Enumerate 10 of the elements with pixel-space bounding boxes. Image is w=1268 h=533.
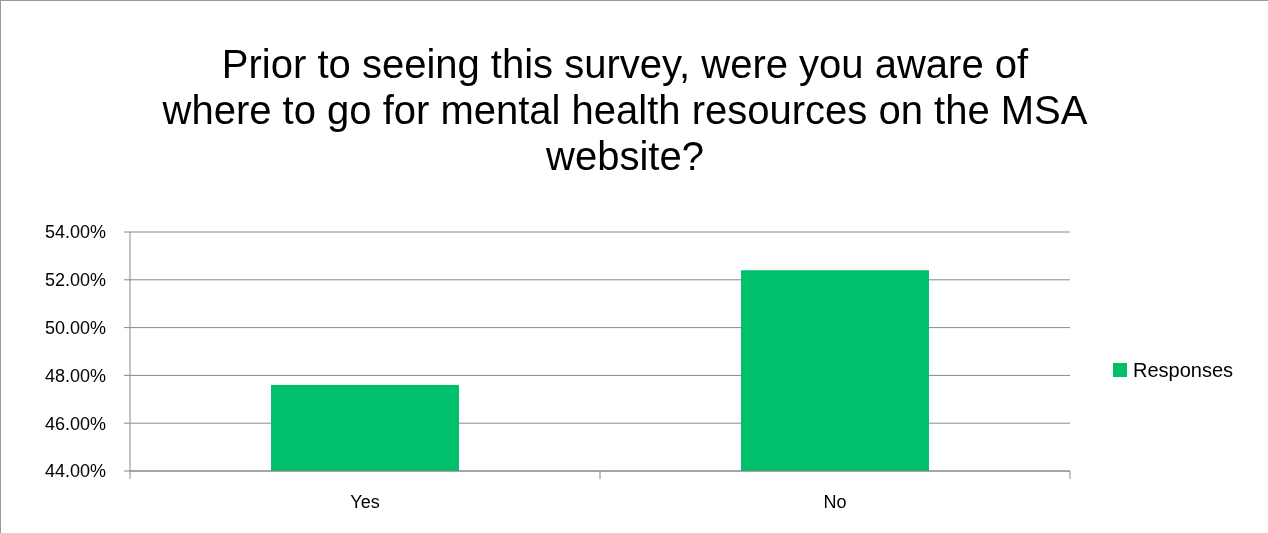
y-tick-label: 50.00% xyxy=(44,317,106,338)
chart-title: Prior to seeing this survey, were you aware of where to go for mental health resources on the MSA website? xyxy=(161,42,1088,178)
y-tick-label: 46.00% xyxy=(44,413,106,434)
y-tick-label: 48.00% xyxy=(44,365,106,386)
x-tick-label: Yes xyxy=(350,492,380,512)
y-tick-label: 52.00% xyxy=(44,270,106,291)
y-tick-label: 54.00% xyxy=(44,222,106,243)
x-tick-label: No xyxy=(823,492,847,512)
legend-label: Responses xyxy=(1133,359,1234,381)
y-tick-label: 44.00% xyxy=(44,461,106,482)
